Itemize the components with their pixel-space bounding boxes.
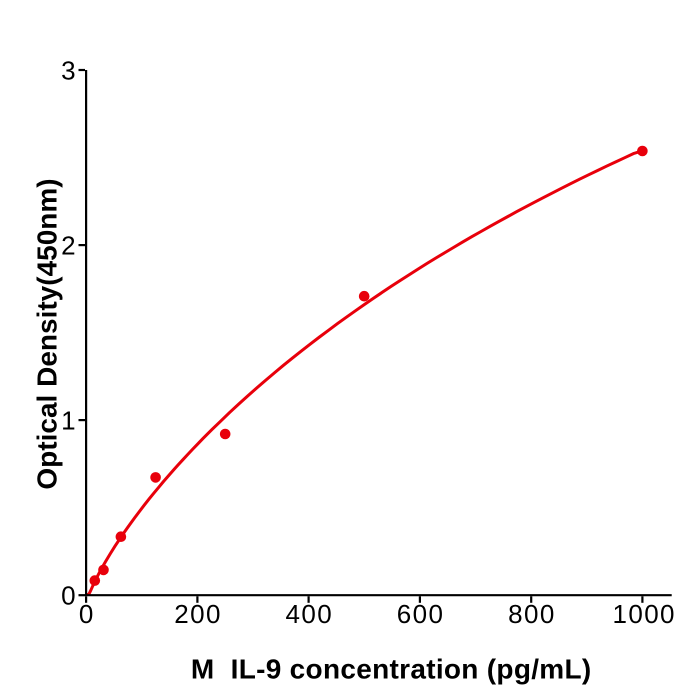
svg-text:3: 3	[61, 55, 75, 85]
svg-text:200: 200	[174, 599, 222, 629]
svg-text:800: 800	[508, 599, 556, 629]
svg-text:1000: 1000	[612, 599, 675, 629]
svg-text:2: 2	[61, 231, 75, 261]
svg-text:0: 0	[61, 581, 75, 611]
svg-text:600: 600	[397, 599, 445, 629]
svg-text:Optical Density(450nm): Optical Density(450nm)	[31, 178, 62, 489]
svg-text:1: 1	[61, 406, 75, 436]
svg-text:400: 400	[286, 599, 334, 629]
svg-text:M IL-9 concentration (pg/mL): M IL-9 concentration (pg/mL)	[191, 654, 592, 685]
svg-text:0: 0	[79, 599, 93, 629]
